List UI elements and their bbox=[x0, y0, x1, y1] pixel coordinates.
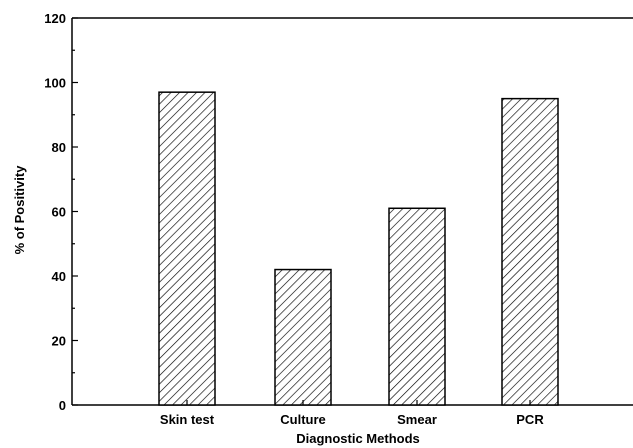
y-tick-label: 40 bbox=[52, 269, 66, 284]
y-tick-label: 20 bbox=[52, 334, 66, 349]
y-tick-label: 0 bbox=[59, 398, 66, 413]
bar-culture bbox=[274, 268, 332, 406]
x-tick-label: Culture bbox=[280, 412, 326, 427]
y-ticks: 0 20 40 60 80 100 120 bbox=[44, 11, 78, 413]
x-tick-label: Smear bbox=[397, 412, 437, 427]
y-tick-label: 80 bbox=[52, 140, 66, 155]
bars bbox=[158, 91, 559, 406]
bar-smear bbox=[388, 207, 446, 406]
bar-pcr bbox=[501, 97, 559, 406]
x-tick-labels: Skin test Culture Smear PCR bbox=[160, 400, 544, 427]
y-tick-label: 120 bbox=[44, 11, 66, 26]
bar-skin-test bbox=[158, 91, 216, 406]
x-tick-label: Skin test bbox=[160, 412, 215, 427]
y-tick-label: 60 bbox=[52, 205, 66, 220]
x-axis-title: Diagnostic Methods bbox=[296, 431, 420, 446]
y-tick-label: 100 bbox=[44, 76, 66, 91]
y-axis-title: % of Positivity bbox=[12, 165, 27, 255]
x-tick-label: PCR bbox=[516, 412, 544, 427]
